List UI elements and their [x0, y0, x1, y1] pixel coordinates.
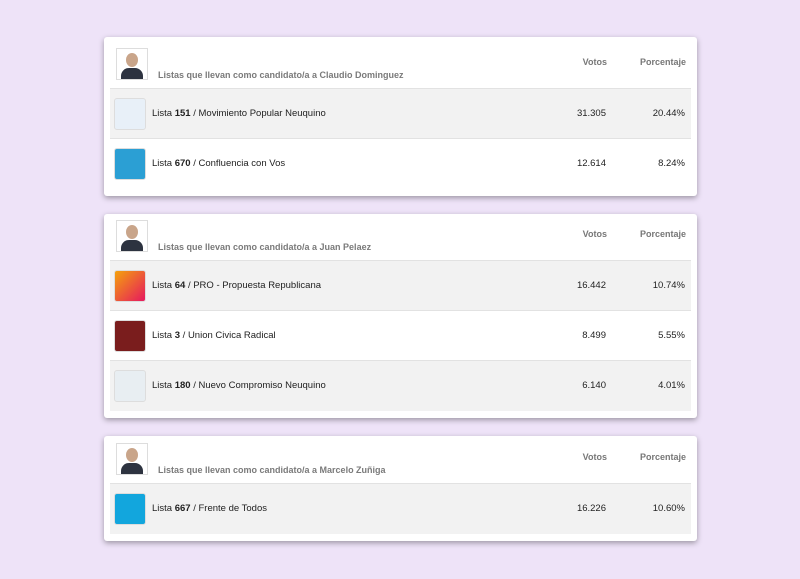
percent: 8.24% [658, 158, 685, 169]
table-heading: Listas que llevan como candidato/a a Cla… [158, 70, 404, 80]
column-header: Porcentaje [639, 229, 686, 239]
lista-word: Lista [152, 503, 173, 514]
column-header: Votos [582, 57, 607, 67]
list-label: Lista 180 / Nuevo Compromiso Neuquino [152, 380, 326, 391]
party-logo [114, 98, 146, 130]
party-logo [114, 370, 146, 402]
separator: / [193, 108, 196, 119]
party-name: PRO - Propuesta Republicana [193, 280, 322, 291]
percent: 10.60% [652, 503, 685, 514]
list-label: Lista 151 / Movimiento Popular Neuquino [152, 108, 326, 119]
table-heading: Listas que llevan como candidato/a a Jua… [158, 242, 372, 252]
table-row: Lista 180 / Nuevo Compromiso Neuquino 6.1… [110, 360, 691, 411]
list-number: 670 [174, 158, 191, 169]
table-row: Lista 151 / Movimiento Popular Neuquino 3… [110, 88, 691, 139]
lista-word: Lista [152, 158, 173, 169]
table-card: Listas que llevan como candidato/a a Mar… [104, 436, 697, 541]
list-number: 151 [174, 108, 191, 119]
party-name: Frente de Todos [198, 503, 267, 514]
separator: / [187, 280, 191, 291]
column-header: Votos [582, 452, 607, 462]
party-logo [114, 320, 146, 352]
separator: / [182, 330, 186, 341]
votes: 16.226 [576, 503, 606, 514]
list-label: Lista 670 / Confluencia con Vos [152, 158, 285, 169]
list-number: 3 [174, 330, 181, 341]
party-logo [114, 148, 146, 180]
table-row: Lista 667 / Frente de Todos 16.226 10.60% [110, 483, 691, 534]
table-row: Lista 670 / Confluencia con Vos 12.614 8.2… [110, 138, 691, 189]
lista-word: Lista [152, 280, 173, 291]
party-name: Movimiento Popular Neuquino [198, 108, 326, 119]
candidate-photo [116, 443, 148, 475]
percent: 5.55% [658, 330, 685, 341]
percent: 10.74% [652, 280, 685, 291]
column-header: Votos [582, 229, 607, 239]
votes: 8.499 [582, 330, 606, 341]
lista-word: Lista [152, 330, 173, 341]
lista-word: Lista [152, 380, 173, 391]
list-label: Lista 3 / Union Civica Radical [152, 330, 276, 341]
list-label: Lista 667 / Frente de Todos [152, 503, 267, 514]
separator: / [193, 380, 196, 391]
percent: 4.01% [658, 380, 685, 391]
votes: 6.140 [582, 380, 606, 391]
list-number: 180 [174, 380, 191, 391]
votes: 16.442 [576, 280, 606, 291]
party-name: Nuevo Compromiso Neuquino [198, 380, 326, 391]
party-name: Confluencia con Vos [198, 158, 286, 169]
votes: 12.614 [576, 158, 606, 169]
table-heading: Listas que llevan como candidato/a a Mar… [158, 465, 386, 475]
list-label: Lista 64 / PRO - Propuesta Republicana [152, 280, 321, 291]
separator: / [193, 158, 196, 169]
votes: 31.305 [576, 108, 606, 119]
list-number: 64 [174, 280, 186, 291]
table-row: Lista 64 / PRO - Propuesta Republicana 16… [110, 260, 691, 311]
party-logo [114, 270, 146, 302]
separator: / [193, 503, 196, 514]
party-logo [114, 493, 146, 525]
party-name: Union Civica Radical [187, 330, 276, 341]
column-header: Porcentaje [639, 57, 686, 67]
table-row: Lista 3 / Union Civica Radical 8.499 5.55% [110, 310, 691, 361]
lista-word: Lista [152, 108, 173, 119]
percent: 20.44% [652, 108, 685, 119]
table-card: Listas que llevan como candidato/a a Cla… [104, 37, 697, 196]
column-header: Porcentaje [639, 452, 686, 462]
candidate-photo [116, 220, 148, 252]
list-number: 667 [174, 503, 191, 514]
table-card: Listas que llevan como candidato/a a Jua… [104, 214, 697, 418]
candidate-photo [116, 48, 148, 80]
